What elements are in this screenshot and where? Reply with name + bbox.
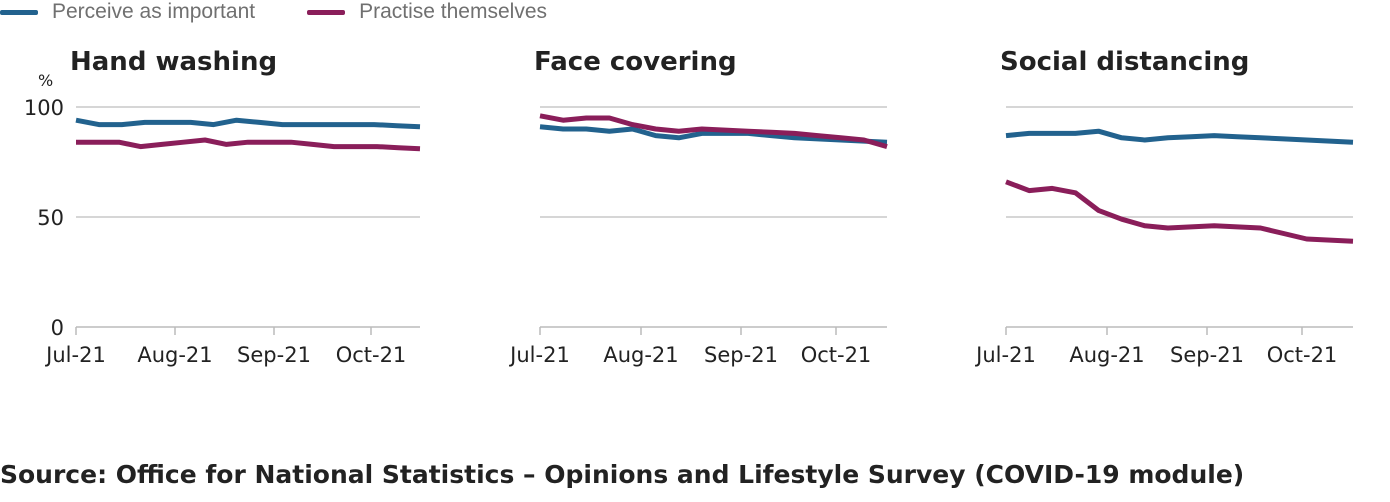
chart-legend: Perceive as important Practise themselve… xyxy=(0,0,599,24)
y-unit-label: % xyxy=(38,71,53,90)
legend-item-practise: Practise themselves xyxy=(307,0,547,24)
panel-title-0: Hand washing xyxy=(70,47,277,77)
y-tick-label-50: 50 xyxy=(37,206,64,230)
legend-label-perceive: Perceive as important xyxy=(52,0,256,23)
x-tick-label-0-1: Aug-21 xyxy=(137,343,212,367)
x-tick-label-0-0: Jul-21 xyxy=(44,343,106,367)
series-line-practise-1 xyxy=(539,113,888,150)
panel-title-1: Face covering xyxy=(534,47,737,77)
y-tick-label-100: 100 xyxy=(24,96,64,120)
x-tick-label-2-1: Aug-21 xyxy=(1069,343,1144,367)
legend-swatch-perceive xyxy=(0,9,38,15)
charts-svg: Hand washing% 0 50 100 Jul-21 Aug-21 Sep-21 Oct… xyxy=(24,47,1354,367)
series-line-perceive-2 xyxy=(1005,128,1354,145)
series-line-practise-2 xyxy=(1005,179,1354,244)
x-tick-label-1-0: Jul-21 xyxy=(508,343,570,367)
x-tick-label-2-0: Jul-21 xyxy=(974,343,1036,367)
x-tick-label-1-2: Sep-21 xyxy=(704,343,778,367)
panel-title-2: Social distancing xyxy=(1000,47,1249,77)
legend-swatch-practise xyxy=(307,9,346,15)
source-note: Source: Office for National Statistics –… xyxy=(0,460,1245,489)
series-line-perceive-1 xyxy=(539,124,888,145)
series-line-practise-0 xyxy=(76,137,421,152)
x-tick-label-1-3: Oct-21 xyxy=(801,343,872,367)
legend-item-perceive: Perceive as important xyxy=(0,0,255,24)
series-line-perceive-0 xyxy=(75,117,421,130)
x-tick-label-2-2: Sep-21 xyxy=(1170,343,1244,367)
x-tick-label-0-2: Sep-21 xyxy=(237,343,311,367)
y-tick-label-0: 0 xyxy=(51,316,64,340)
x-tick-label-2-3: Oct-21 xyxy=(1267,343,1338,367)
x-tick-label-1-1: Aug-21 xyxy=(603,343,678,367)
x-tick-label-0-3: Oct-21 xyxy=(336,343,407,367)
legend-label-practise: Practise themselves xyxy=(359,0,547,23)
